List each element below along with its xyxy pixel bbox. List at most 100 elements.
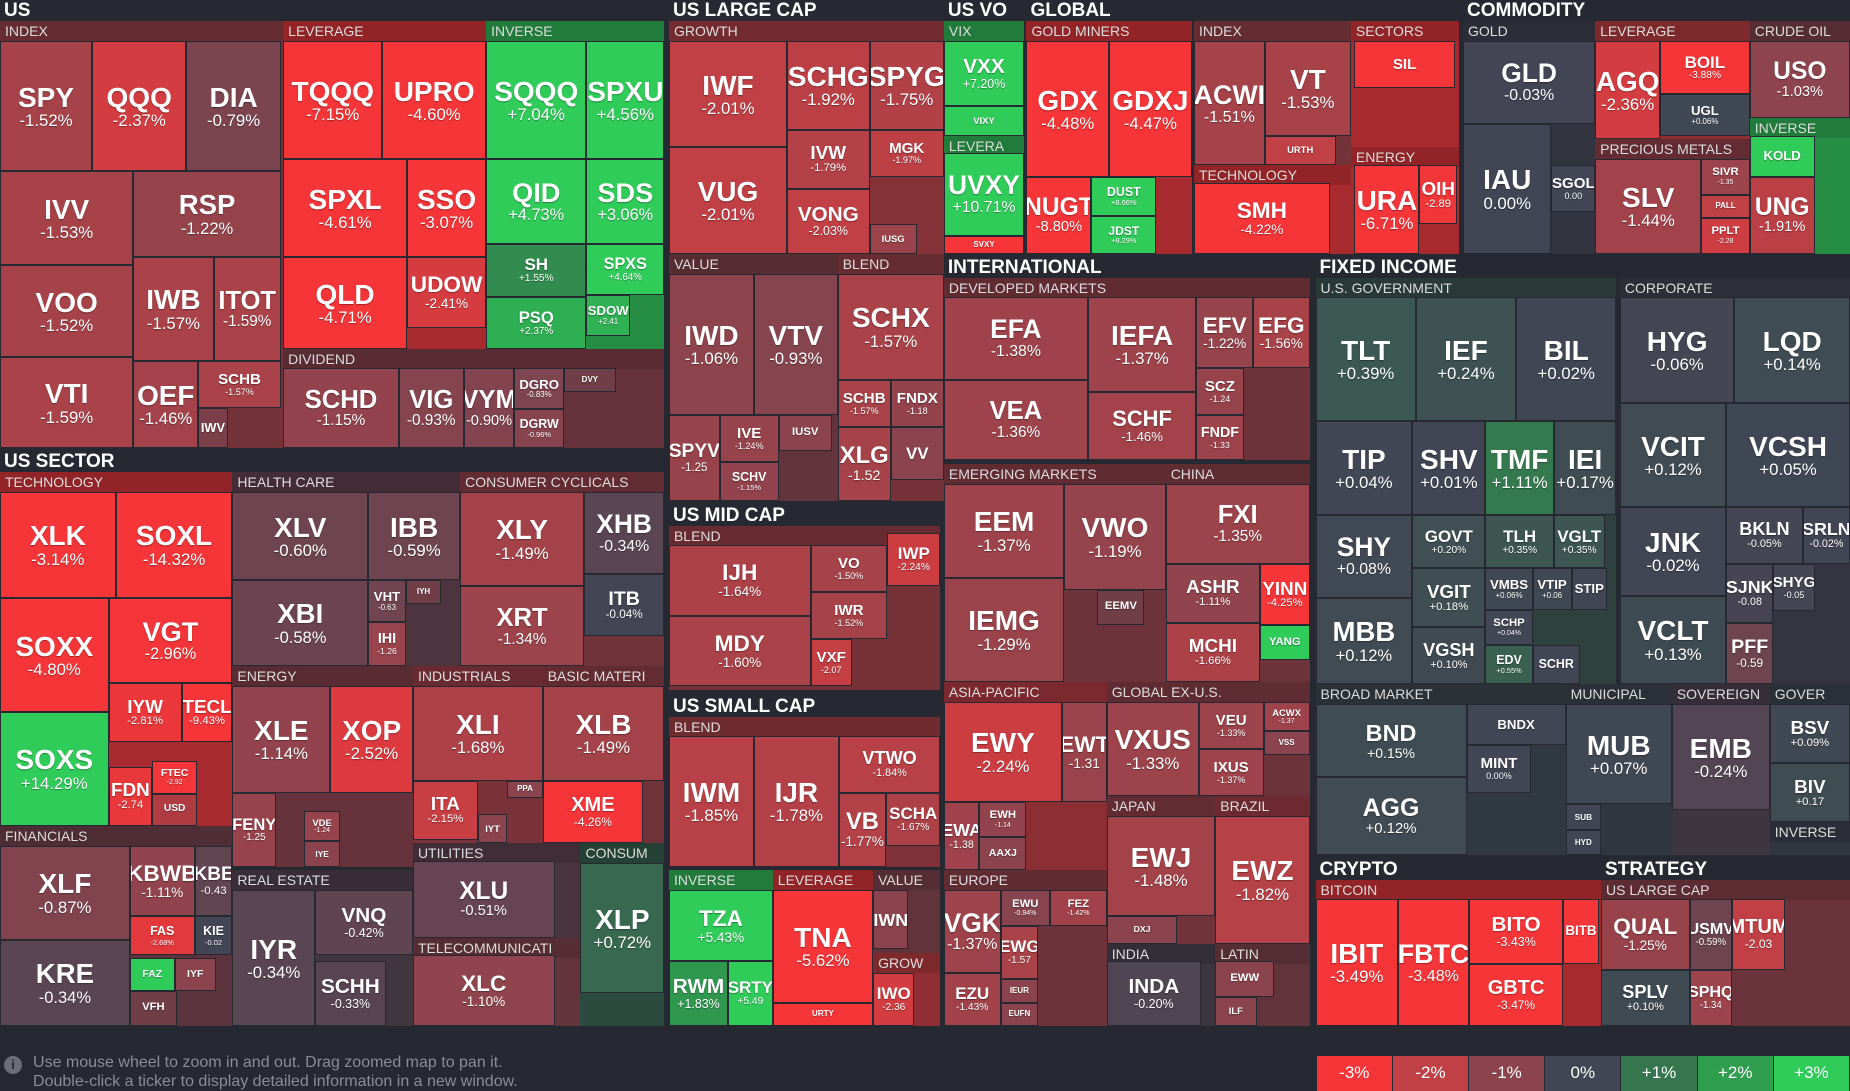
ticker-tile[interactable]: YANG — [1260, 625, 1310, 661]
ticker-tile[interactable]: USMV -0.59% — [1689, 898, 1732, 970]
ticker-tile[interactable]: XLP +0.72% — [580, 863, 665, 994]
ticker-tile[interactable]: TZA +5.43% — [668, 890, 773, 962]
ticker-tile[interactable]: VB -1.77% — [838, 792, 887, 867]
ticker-tile[interactable]: DGRO -0.83% — [514, 367, 564, 410]
ticker-tile[interactable]: AGG +0.12% — [1315, 777, 1467, 856]
ticker-tile[interactable]: DGRW -0.96% — [514, 409, 564, 449]
ticker-tile[interactable]: XME -4.26% — [542, 780, 643, 844]
ticker-tile[interactable]: FAS -2.68% — [129, 916, 195, 956]
ticker-tile[interactable]: UGL +0.06% — [1660, 94, 1750, 136]
ticker-tile[interactable]: DIA -0.79% — [186, 41, 281, 171]
ticker-tile[interactable]: IWF -2.01% — [668, 41, 787, 148]
ticker-tile[interactable]: VONG -2.03% — [786, 188, 870, 254]
ticker-tile[interactable]: SPXS +4.64% — [586, 244, 665, 295]
ticker-tile[interactable]: VIXY — [943, 106, 1025, 136]
ticker-tile[interactable]: SLV -1.44% — [1595, 159, 1702, 254]
ticker-tile[interactable]: VHT -0.63 — [368, 580, 406, 622]
ticker-tile[interactable]: SPXL -4.61% — [283, 159, 408, 258]
ticker-tile[interactable]: AGQ -2.36% — [1595, 41, 1661, 140]
ticker-tile[interactable]: VFH — [129, 990, 177, 1027]
ticker-tile[interactable]: VCIT +0.12% — [1619, 403, 1727, 508]
ticker-tile[interactable]: FENY -1.25 — [232, 792, 277, 867]
ticker-tile[interactable]: PALL — [1701, 194, 1750, 219]
ticker-tile[interactable]: LQD +0.14% — [1734, 297, 1850, 404]
ticker-tile[interactable]: FAZ — [129, 957, 175, 991]
ticker-tile[interactable]: SVXY — [943, 235, 1025, 254]
ticker-tile[interactable]: EWG -1.57 — [1000, 925, 1039, 979]
ticker-tile[interactable]: VGLT +0.35% — [1553, 515, 1605, 569]
ticker-tile[interactable]: BOIL -3.88% — [1660, 41, 1750, 95]
ticker-tile[interactable]: IEF +0.24% — [1415, 297, 1517, 422]
ticker-tile[interactable]: USO -1.03% — [1749, 41, 1850, 118]
ticker-tile[interactable]: TNA -5.62% — [772, 890, 874, 1003]
ticker-tile[interactable]: BIL +0.02% — [1516, 297, 1617, 422]
ticker-tile[interactable]: EFA -1.38% — [943, 297, 1088, 380]
ticker-tile[interactable]: GBTC -3.47% — [1468, 963, 1564, 1027]
ticker-tile[interactable]: EEMV — [1097, 589, 1145, 626]
ticker-tile[interactable]: HYG -0.06% — [1619, 297, 1735, 404]
ticker-tile[interactable]: BND +0.15% — [1315, 704, 1467, 778]
ticker-tile[interactable]: STIP — [1571, 568, 1607, 610]
ticker-tile[interactable]: VGK -1.37% — [943, 890, 1001, 974]
ticker-tile[interactable]: MINT 0.00% — [1466, 745, 1532, 793]
ticker-tile[interactable]: HYD — [1565, 830, 1602, 856]
ticker-tile[interactable]: IEI +0.17% — [1553, 421, 1617, 516]
ticker-tile[interactable]: VGIT +0.18% — [1412, 568, 1486, 628]
ticker-tile[interactable]: GDXJ -4.47% — [1109, 41, 1192, 177]
ticker-tile[interactable]: IWR -1.52% — [810, 592, 888, 640]
ticker-tile[interactable]: PPA — [507, 780, 543, 799]
ticker-tile[interactable]: RSP -1.22% — [133, 171, 281, 258]
ticker-tile[interactable]: EWH -1.14 — [979, 802, 1027, 838]
ticker-tile[interactable]: TLT +0.39% — [1315, 297, 1416, 422]
ticker-tile[interactable]: SCHF -1.46% — [1087, 391, 1197, 460]
ticker-tile[interactable]: KRE -0.34% — [0, 940, 130, 1027]
ticker-tile[interactable]: QID +4.73% — [486, 159, 587, 245]
ticker-tile[interactable]: SHY +0.08% — [1315, 515, 1413, 598]
ticker-tile[interactable]: ACWI -1.51% — [1194, 41, 1265, 166]
ticker-tile[interactable]: XHB -0.34% — [584, 491, 665, 575]
ticker-tile[interactable]: SIL — [1354, 41, 1455, 89]
ticker-tile[interactable]: SCHV -1.15% — [719, 462, 779, 502]
ticker-tile[interactable]: DUST +8.66% — [1091, 176, 1157, 216]
ticker-tile[interactable]: EWU -0.94% — [1000, 890, 1051, 926]
ticker-tile[interactable]: NUGT -8.80% — [1026, 176, 1092, 254]
ticker-tile[interactable]: VTIP +0.06 — [1532, 568, 1572, 610]
ticker-tile[interactable]: IUSV — [778, 415, 832, 451]
ticker-tile[interactable]: OIH -2.89 — [1419, 165, 1458, 225]
ticker-tile[interactable]: JDST +8.29% — [1091, 215, 1157, 254]
ticker-tile[interactable]: SJNK -0.08 — [1726, 563, 1774, 623]
ticker-tile[interactable]: SCHP +0.04% — [1485, 609, 1533, 646]
ticker-tile[interactable]: VGT -2.96% — [108, 597, 233, 683]
ticker-tile[interactable]: XLV -0.60% — [232, 491, 369, 581]
ticker-tile[interactable]: USD — [152, 793, 198, 826]
ticker-tile[interactable]: SUB — [1565, 804, 1602, 831]
ticker-tile[interactable]: SCHR — [1532, 645, 1580, 685]
ticker-tile[interactable]: EWY -2.24% — [943, 701, 1062, 803]
ticker-tile[interactable]: VXF -2.07 — [810, 639, 852, 687]
ticker-tile[interactable]: ITA -2.15% — [412, 780, 478, 840]
ticker-tile[interactable]: SPHQ -1.34 — [1689, 969, 1732, 1027]
ticker-tile[interactable]: AAXJ — [979, 837, 1027, 871]
ticker-tile[interactable]: XOP -2.52% — [330, 686, 413, 793]
ticker-tile[interactable]: SGOL 0.00 — [1551, 165, 1596, 213]
ticker-tile[interactable]: XLB -1.49% — [542, 686, 665, 781]
ticker-tile[interactable]: SDS +3.06% — [586, 159, 665, 245]
ticker-tile[interactable]: SIVR -1.35 — [1701, 159, 1750, 195]
ticker-tile[interactable]: FEZ -1.42% — [1050, 890, 1107, 926]
ticker-tile[interactable]: SCHH -0.33% — [315, 961, 386, 1027]
ticker-tile[interactable]: DXJ — [1106, 916, 1178, 944]
ticker-tile[interactable]: VMBS +0.06% — [1485, 568, 1533, 610]
ticker-tile[interactable]: MGK -1.97% — [869, 129, 944, 177]
ticker-tile[interactable]: FNDX -1.18 — [890, 379, 944, 427]
ticker-tile[interactable]: KBWB -1.11% — [129, 845, 195, 917]
ticker-tile[interactable]: XLC -1.10% — [412, 955, 555, 1027]
ticker-tile[interactable]: BITB — [1563, 898, 1599, 964]
ticker-tile[interactable]: EWW — [1215, 961, 1275, 997]
ticker-tile[interactable]: IYW -2.81% — [108, 682, 182, 742]
ticker-tile[interactable]: QUAL -1.25% — [1601, 898, 1690, 970]
ticker-tile[interactable]: BKLN -0.05% — [1726, 507, 1803, 564]
ticker-tile[interactable]: SMH -4.22% — [1194, 182, 1330, 254]
ticker-tile[interactable]: VDE -1.24 — [304, 811, 340, 841]
ticker-tile[interactable]: URTY — [772, 1002, 874, 1027]
ticker-tile[interactable]: SPYG -1.75% — [869, 41, 944, 130]
